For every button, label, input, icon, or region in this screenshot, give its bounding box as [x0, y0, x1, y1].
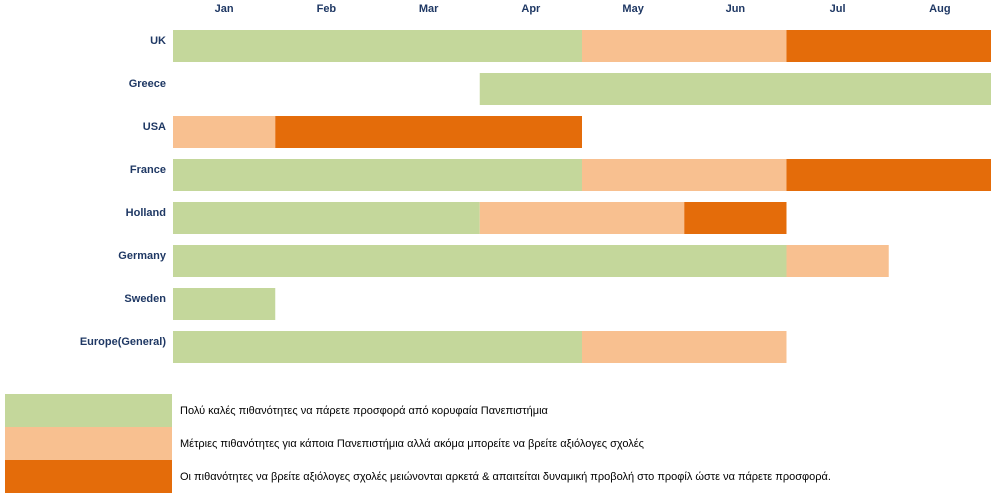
- bar-uk-medium-1: [582, 30, 787, 62]
- country-label-uk: UK: [150, 35, 166, 47]
- month-label-jul: Jul: [830, 3, 846, 15]
- bar-europe-general-medium-1: [582, 331, 787, 363]
- legend-text-good: Πολύ καλές πιθανότητες να πάρετε προσφορ…: [180, 404, 548, 417]
- legend-item-low: Οι πιθανότητες να βρείτε αξιόλογες σχολέ…: [5, 460, 995, 493]
- country-label-germany: Germany: [118, 250, 167, 262]
- bar-france-good-0: [173, 159, 582, 191]
- country-label-france: France: [130, 164, 166, 176]
- legend-swatch-medium: [5, 427, 172, 460]
- bar-uk-good-0: [173, 30, 582, 62]
- month-label-may: May: [622, 3, 644, 15]
- legend: Πολύ καλές πιθανότητες να πάρετε προσφορ…: [5, 394, 995, 493]
- bar-greece-good-0: [479, 73, 991, 105]
- month-label-mar: Mar: [419, 3, 439, 15]
- bar-usa-low-1: [275, 116, 582, 148]
- month-label-apr: Apr: [521, 3, 541, 15]
- country-label-europe-general: Europe(General): [80, 336, 167, 348]
- bar-france-medium-1: [582, 159, 787, 191]
- legend-swatch-low: [5, 460, 172, 493]
- country-label-greece: Greece: [129, 78, 166, 90]
- country-label-holland: Holland: [126, 207, 166, 219]
- legend-text-medium: Μέτριες πιθανότητες για κάποια Πανεπιστή…: [180, 437, 644, 450]
- legend-text-low: Οι πιθανότητες να βρείτε αξιόλογες σχολέ…: [180, 470, 831, 483]
- month-label-aug: Aug: [929, 3, 950, 15]
- bar-germany-good-0: [173, 245, 787, 277]
- bar-holland-low-2: [684, 202, 787, 234]
- bar-france-low-2: [786, 159, 991, 191]
- legend-item-good: Πολύ καλές πιθανότητες να πάρετε προσφορ…: [5, 394, 995, 427]
- month-label-jan: Jan: [215, 3, 234, 15]
- bar-germany-medium-1: [786, 245, 889, 277]
- legend-item-medium: Μέτριες πιθανότητες για κάποια Πανεπιστή…: [5, 427, 995, 460]
- bar-uk-low-2: [786, 30, 991, 62]
- bar-sweden-good-0: [173, 288, 276, 320]
- month-label-jun: Jun: [726, 3, 746, 15]
- legend-swatch-good: [5, 394, 172, 427]
- month-label-feb: Feb: [317, 3, 337, 15]
- country-label-usa: USA: [143, 121, 166, 133]
- country-label-sweden: Sweden: [124, 293, 166, 305]
- bar-holland-good-0: [173, 202, 480, 234]
- timeline-chart: Jan Feb Mar Apr May Jun Jul Aug UK Greece USA Franc…: [80, 3, 991, 363]
- bar-europe-general-good-0: [173, 331, 582, 363]
- bar-holland-medium-1: [479, 202, 685, 234]
- bar-usa-medium-0: [173, 116, 276, 148]
